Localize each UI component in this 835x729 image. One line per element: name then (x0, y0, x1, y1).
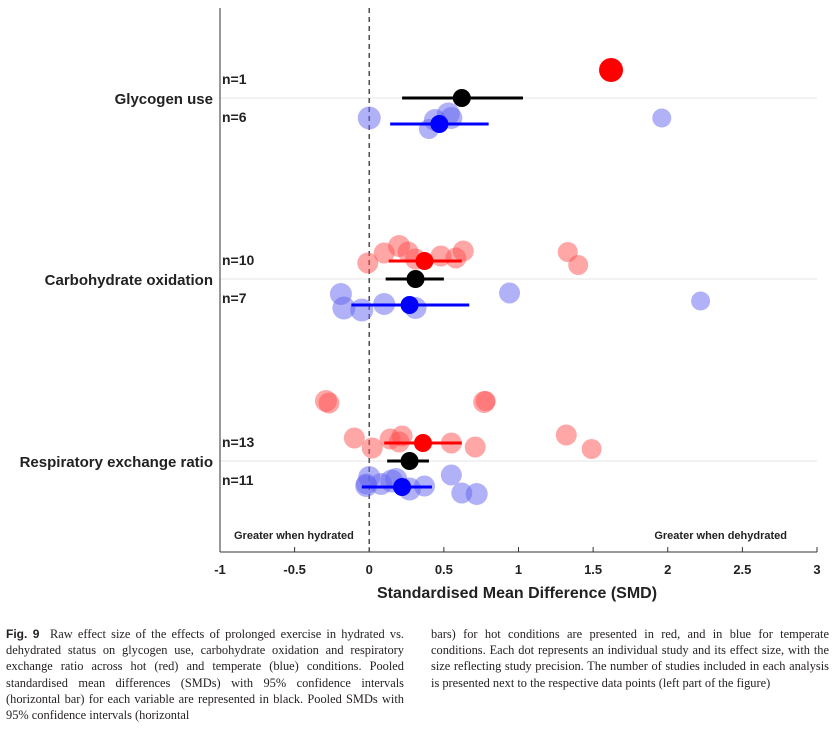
hot-study-dot-2-10 (464, 436, 486, 458)
hot-study-dot-2-1 (318, 392, 340, 414)
temperate-study-dot-1-3 (332, 296, 356, 320)
figure-caption: Fig. 9 Raw effect size of the effects of… (6, 626, 829, 723)
caption-column-right: bars) for hot conditions are presented i… (431, 626, 829, 723)
caption-text-right: bars) for hot conditions are presented i… (431, 627, 829, 690)
caption-text-left: Raw effect size of the effects of prolon… (6, 627, 404, 723)
temperate-pooled-point-1 (400, 296, 419, 314)
hot-study-dot-2-5 (343, 427, 365, 449)
overall-pooled-point-1 (406, 270, 425, 288)
temperate-n-label-0: n=6 (222, 109, 247, 125)
grid-layer (220, 97, 817, 462)
hot-study-dot-2-4 (555, 424, 577, 446)
hot-pooled-point-1 (415, 252, 434, 270)
annotation-dehydrated: Greater when dehydrated (654, 530, 787, 542)
row-label-2: Respiratory exchange ratio (20, 454, 213, 471)
hot-n-label-1: n=10 (222, 252, 255, 268)
study-dots-layer (314, 58, 711, 505)
pooled-estimates-layer (351, 89, 523, 496)
temperate-study-dot-1-4 (350, 298, 374, 322)
text-layer: Greater when hydrated Greater when dehyd… (20, 71, 821, 602)
axis-layer (219, 8, 818, 553)
forest-plot: Greater when hydrated Greater when dehyd… (20, 8, 821, 602)
x-tick-label-2: 0 (366, 562, 373, 577)
temperate-study-dot-2-10 (355, 473, 377, 495)
caption-label: Fig. 9 (6, 627, 40, 641)
hot-n-label-0: n=1 (222, 71, 247, 87)
temperate-n-label-2: n=11 (222, 472, 254, 488)
overall-pooled-point-0 (452, 89, 471, 107)
annotation-hydrated: Greater when hydrated (234, 530, 354, 542)
x-tick-label-3: 0.5 (435, 562, 453, 577)
x-axis-label: Standardised Mean Difference (SMD) (377, 585, 657, 602)
temperate-study-dot-1-2 (691, 291, 711, 311)
caption-column-left: Fig. 9 Raw effect size of the effects of… (6, 626, 404, 723)
temperate-study-dot-1-1 (499, 282, 521, 304)
hot-study-dot-1-7 (357, 252, 379, 274)
temperate-study-dot-0-5 (652, 108, 672, 128)
x-tick-label-4: 1 (515, 562, 522, 577)
hot-study-dot-0-0 (599, 58, 624, 82)
hot-study-dot-1-6 (568, 255, 589, 275)
temperate-study-dot-0-0 (357, 106, 381, 130)
temperate-study-dot-2-7 (465, 483, 488, 505)
x-tick-label-7: 2.5 (733, 562, 751, 577)
x-tick-label-0: -1 (214, 562, 226, 577)
temperate-study-dot-2-3 (440, 464, 462, 486)
row-label-0: Glycogen use (115, 91, 213, 108)
temperate-pooled-point-0 (430, 115, 449, 133)
hot-n-label-2: n=13 (222, 434, 255, 450)
hot-study-dot-2-12 (361, 437, 383, 459)
x-tick-label-8: 3 (813, 562, 820, 577)
hot-study-dot-1-8 (445, 247, 467, 269)
hot-study-dot-1-2 (373, 242, 395, 264)
temperate-pooled-point-2 (393, 478, 412, 496)
row-label-1: Carbohydrate oxidation (45, 272, 213, 289)
x-tick-label-6: 2 (664, 562, 671, 577)
overall-pooled-point-2 (400, 452, 419, 470)
hot-pooled-point-2 (413, 434, 432, 452)
hot-study-dot-2-11 (581, 439, 602, 459)
hot-study-dot-2-3 (475, 391, 496, 411)
temperate-n-label-1: n=7 (222, 290, 247, 306)
x-tick-label-1: -0.5 (283, 562, 305, 577)
x-tick-label-5: 1.5 (584, 562, 602, 577)
